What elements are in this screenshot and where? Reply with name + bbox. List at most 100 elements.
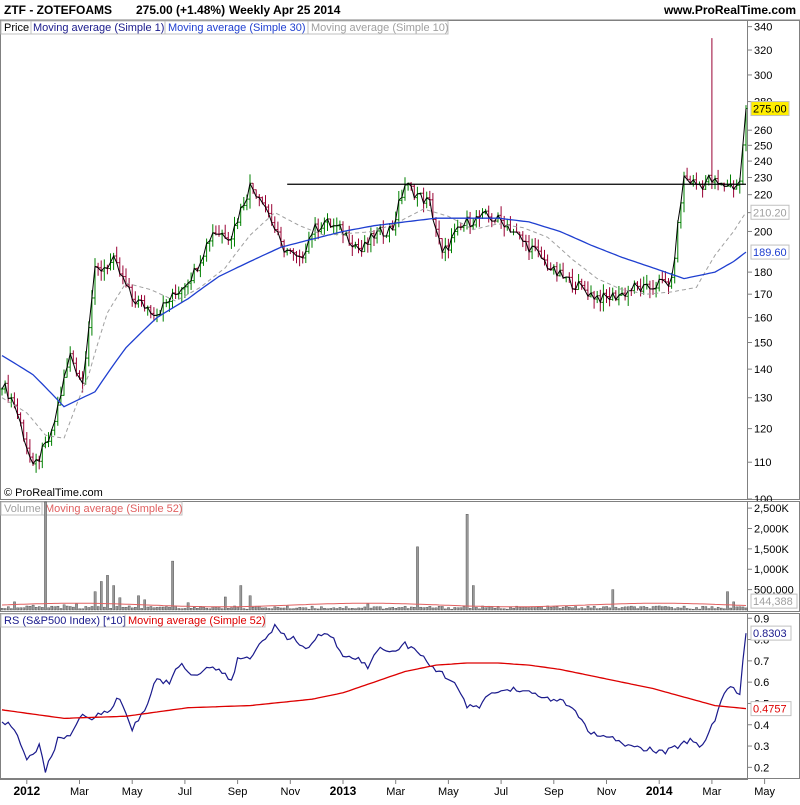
price-tick-label: 150 [754,337,772,349]
rs-ma-last-badge-box [750,701,792,717]
volume-bar [642,606,646,611]
volume-bar [608,607,611,611]
volume-bar [233,605,236,611]
volume-bar [499,608,503,611]
volume-bar [78,608,81,611]
legend-rs: RS (S&P500 Index) [*10] [4,615,126,627]
volume-bar [565,605,568,611]
volume-bar [130,607,134,611]
x-tick-label: May [754,786,775,798]
volume-bar [521,606,525,611]
rs-panel: RS (S&P500 Index) [*10] Moving average (… [0,613,800,779]
volume-bar [639,606,642,611]
volume-bar [397,607,401,611]
x-tick-label: Nov [597,786,617,798]
ma30-last-badge: 189.60 [753,247,787,259]
symbol-title: ZTF - ZOTEFOAMS [4,3,112,17]
volume-bar [31,604,35,611]
volume-bar [50,605,53,611]
volume-bar [611,589,615,611]
volume-bar [217,607,221,611]
x-tick-label: May [438,786,459,798]
volume-bar [313,608,317,611]
volume-bar [332,607,336,611]
volume-bar [174,605,178,611]
ma30-last-badge-box [750,244,790,260]
price-tick-label: 170 [754,289,772,301]
volume-bar [512,608,515,611]
volume-bar [428,606,432,611]
volume-bar [369,607,373,611]
volume-bar [645,606,649,611]
volume-bar [729,607,732,611]
volume-bar [205,607,209,611]
volume-bar [96,606,100,611]
price-y-axis: 1001101201301401501601701802002102202302… [748,22,790,506]
volume-bar [121,607,125,611]
volume-bar [267,608,271,611]
ma10-last-badge: 210.20 [753,207,787,219]
price-plot-area [0,38,748,473]
volume-bar [227,608,230,611]
price-legend: Price Moving average (Simple 1) Moving a… [0,20,449,35]
volume-bar [555,606,559,611]
volume-bar [509,606,512,611]
volume-bar [0,608,4,611]
volume-bar [388,607,391,611]
volume-bar [723,608,726,611]
volume-bar [366,603,370,611]
volume-bar [682,605,686,611]
volume-bar [391,607,395,611]
volume-tick-label: 2,000K [754,523,790,535]
price-tick-label: 120 [754,424,772,436]
volume-bar [183,608,187,611]
volume-bar [208,608,212,611]
x-tick-label: 2012 [13,784,40,798]
volume-bar [651,606,655,611]
volume-bar [698,608,701,611]
price-tick-label: 220 [754,190,772,202]
price-tick-label: 230 [754,173,772,185]
volume-bar [422,607,426,611]
volume-bar [574,606,577,611]
x-tick-label: 2013 [330,784,357,798]
volume-bar [363,606,367,611]
rs-tick-label: 0.7 [754,656,769,668]
price-panel: Price Moving average (Simple 1) Moving a… [0,20,800,506]
x-tick-label: Jul [494,786,508,798]
volume-bar [180,608,184,611]
volume-bar [75,603,78,611]
volume-bar [292,608,295,611]
volume-bar [298,607,302,611]
volume-bar [87,607,91,611]
volume-bar [627,606,630,611]
volume-bar [289,608,292,611]
volume-bar [382,608,385,611]
volume-bar [614,606,618,611]
price-tick-label: 160 [754,313,772,325]
volume-bar [673,608,677,611]
site-link[interactable]: www.ProRealTime.com [663,3,796,17]
volume-bar [65,605,69,611]
volume-bar [72,606,75,611]
volume-bar [543,608,546,611]
volume-bar [527,607,531,611]
volume-bar [124,607,128,611]
volume-bar [710,606,714,611]
volume-bar [580,607,584,611]
volume-bar [648,608,652,611]
volume-bar [447,607,450,611]
volume-bar [273,606,277,611]
volume-bar [506,608,509,611]
volume-bar [441,606,444,611]
volume-bar [310,605,314,611]
volume-bar [552,606,556,611]
volume-bar [658,605,661,611]
volume-bar [351,608,354,611]
volume-bar [329,608,333,611]
price-tick-label: 140 [754,364,772,376]
volume-bar [679,607,683,611]
volume-bar [38,606,41,611]
volume-bar [171,560,174,611]
volume-bar [636,608,639,611]
